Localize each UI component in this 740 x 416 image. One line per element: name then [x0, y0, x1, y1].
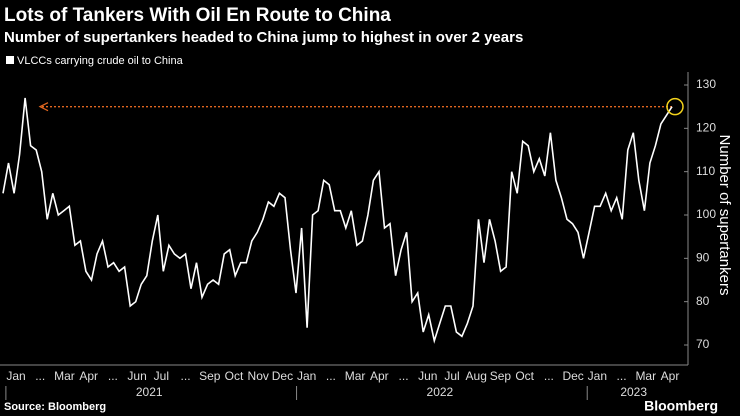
x-tick-label: ... [326, 369, 336, 383]
x-tick-label: Aug [466, 369, 487, 383]
x-tick-label: Jan [297, 369, 316, 383]
x-tick-label: Dec [272, 369, 293, 383]
year-label: 2023 [620, 385, 647, 399]
x-tick-label: Mar [345, 369, 366, 383]
year-label: 2021 [136, 385, 163, 399]
data-line [2, 97, 673, 344]
x-tick-label: Jul [444, 369, 459, 383]
reference-arrow [38, 102, 49, 112]
y-tick-label: 120 [696, 121, 716, 135]
year-label: 2022 [427, 385, 454, 399]
x-tick-label: Apr [79, 369, 98, 383]
x-tick-label: ... [544, 369, 554, 383]
x-tick-label: Sep [199, 369, 221, 383]
y-tick-label: 100 [696, 207, 716, 221]
y-tick-label: 80 [696, 294, 710, 308]
x-tick-label: Sep [490, 369, 512, 383]
x-tick-label: Jan [6, 369, 25, 383]
x-tick-label: ... [35, 369, 45, 383]
x-tick-label: Mar [635, 369, 656, 383]
x-tick-label: Apr [661, 369, 680, 383]
y-tick-label: 110 [696, 164, 715, 178]
x-tick-label: Oct [225, 369, 244, 383]
x-tick-label: Mar [54, 369, 75, 383]
highlight-circle [666, 97, 684, 116]
chart-subtitle: Number of supertankers headed to China j… [4, 29, 523, 46]
legend-label: VLCCs carrying crude oil to China [17, 55, 184, 67]
brand: Bloomberg [644, 398, 718, 414]
x-tick-label: Nov [248, 369, 269, 383]
x-tick-label: Oct [515, 369, 534, 383]
y-tick-label: 70 [696, 337, 710, 351]
x-tick-label: ... [399, 369, 409, 383]
x-tick-label: Apr [370, 369, 389, 383]
x-tick-label: ... [617, 369, 627, 383]
y-tick-label: 90 [696, 251, 710, 265]
source: Source: Bloomberg [4, 401, 106, 413]
x-tick-label: ... [108, 369, 118, 383]
y-axis-label: Number of supertankers [716, 135, 733, 296]
legend-swatch [6, 56, 14, 64]
y-tick-label: 130 [696, 77, 716, 91]
x-tick-label: Jan [588, 369, 607, 383]
x-tick-label: Dec [562, 369, 583, 383]
x-tick-label: ... [181, 369, 191, 383]
chart-title: Lots of Tankers With Oil En Route to Chi… [4, 5, 391, 26]
x-tick-label: Jul [154, 369, 169, 383]
x-tick-label: Jun [418, 369, 437, 383]
x-tick-label: Jun [127, 369, 146, 383]
